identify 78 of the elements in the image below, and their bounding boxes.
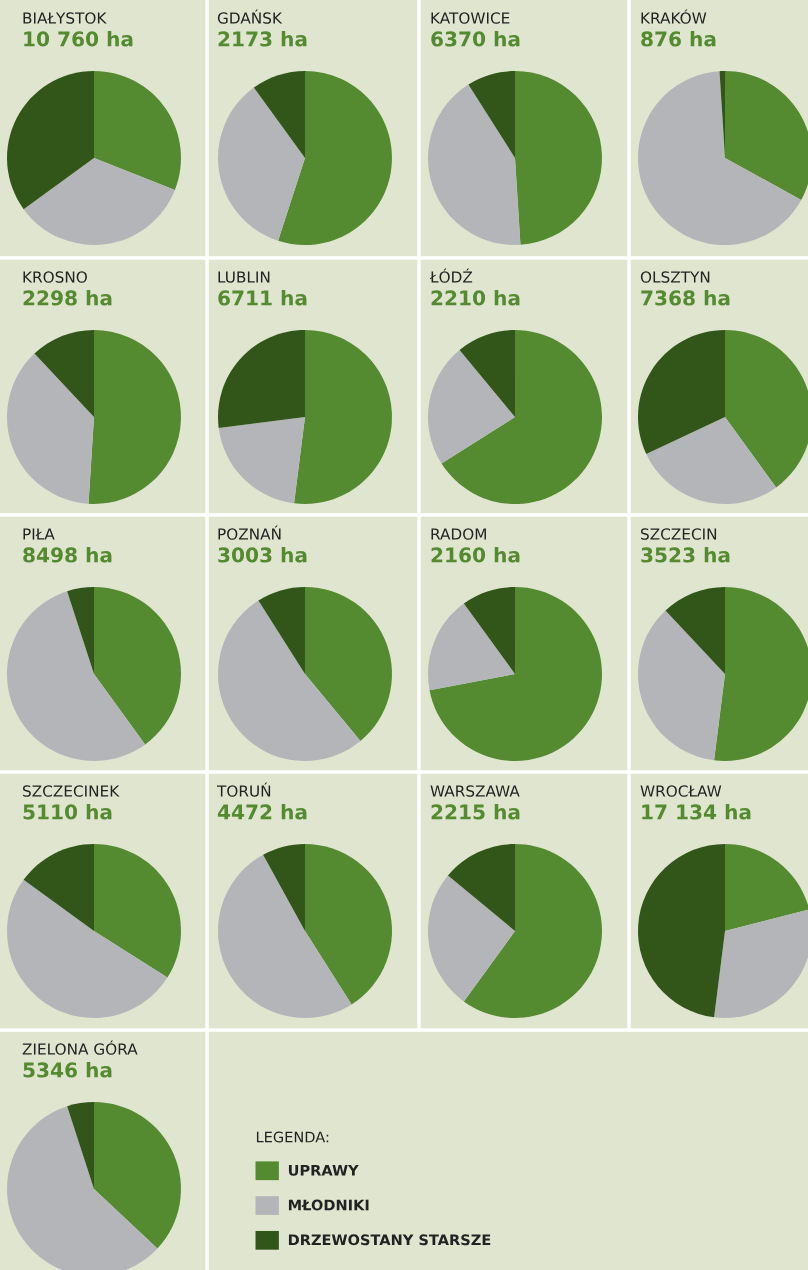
- chart-subtitle: 6370 ha: [431, 31, 520, 47]
- pie-slice: [428, 84, 521, 245]
- chart-subtitle: 10 760 ha: [24, 31, 133, 47]
- pie-slice: [34, 330, 94, 417]
- pie-slice: [7, 353, 94, 504]
- pie-slice: [7, 879, 168, 1018]
- pie-slice: [218, 600, 361, 761]
- pie-slice: [515, 71, 602, 245]
- chart-title: ZIELONA GÓRA: [22, 1040, 138, 1055]
- pie-slice: [23, 158, 175, 245]
- chart-subtitle: 2210 ha: [431, 290, 520, 306]
- chart-subtitle: 17 134 ha: [642, 804, 751, 820]
- pie-slice: [463, 587, 515, 674]
- chart-title: ŁÓDŹ: [429, 268, 473, 283]
- pie-slice: [218, 854, 352, 1018]
- pie-slice: [23, 844, 94, 931]
- chart-subtitle: 4472 ha: [217, 804, 307, 820]
- pie-slice: [67, 587, 94, 674]
- pie-slice: [463, 844, 602, 1018]
- pie-slice: [218, 87, 305, 241]
- chart-title: GDAŃSK: [217, 9, 283, 24]
- pie-slice: [294, 330, 392, 504]
- pie-slice: [88, 330, 181, 504]
- pie-slice: [428, 603, 515, 691]
- pie-slice: [94, 844, 181, 978]
- pie-slice: [7, 71, 94, 210]
- pie-slice: [428, 875, 515, 1002]
- chart-subtitle: 5110 ha: [23, 804, 112, 820]
- chart-title: BIAŁYSTOK: [23, 12, 107, 24]
- chart-title: LUBLIN: [218, 271, 270, 283]
- pie-slice: [638, 610, 725, 761]
- chart-subtitle: 7368 ha: [641, 290, 730, 306]
- chart-subtitle: 2298 ha: [23, 290, 112, 306]
- pie-slice: [258, 587, 305, 674]
- pie-slice: [468, 71, 515, 158]
- pie-slice: [429, 587, 602, 761]
- chart-title: KROSNO: [23, 271, 87, 283]
- chart-subtitle: 2173 ha: [218, 31, 307, 47]
- legend-title: LEGENDA:: [256, 1131, 329, 1143]
- pie-slice: [441, 330, 602, 504]
- chart-title: SZCZECIN: [641, 528, 717, 540]
- pie-slice: [278, 71, 392, 245]
- chart-subtitle: 6711 ha: [218, 290, 307, 306]
- legend-label: DRZEWOSTANY STARSZE: [288, 1234, 491, 1246]
- chart-title: WROCŁAW: [640, 785, 722, 797]
- legend-label: MŁODNIKI: [288, 1199, 369, 1211]
- chart-subtitle: 2215 ha: [431, 804, 520, 820]
- chart-subtitle: 3003 ha: [218, 547, 307, 563]
- pie-slice: [7, 591, 146, 761]
- chart-title: PIŁA: [23, 528, 55, 540]
- pie-slice: [305, 844, 392, 1005]
- pie-slice: [94, 71, 181, 191]
- chart-title: SZCZECINEK: [23, 785, 120, 797]
- pie-slice: [447, 844, 515, 931]
- pie-slice: [665, 587, 725, 674]
- chart-title: RADOM: [431, 528, 486, 540]
- chart-subtitle: 5346 ha: [23, 1062, 112, 1078]
- legend-label: UPRAWY: [288, 1164, 359, 1176]
- chart-subtitle: 8498 ha: [23, 547, 112, 563]
- pie-slice: [459, 330, 515, 417]
- pie-slice: [253, 71, 305, 158]
- pie-slice: [428, 349, 515, 464]
- chart-title: WARSZAWA: [430, 785, 520, 797]
- chart-subtitle: 2160 ha: [431, 547, 520, 563]
- chart-title: OLSZTYN: [640, 271, 710, 283]
- pie-slice: [305, 587, 392, 742]
- chart-title: KRAKÓW: [641, 9, 707, 24]
- chart-title: POZNAŃ: [218, 525, 281, 540]
- pie-slice: [218, 417, 305, 504]
- pie-slice: [725, 844, 808, 931]
- pie-slice: [263, 844, 305, 931]
- pie-slice: [94, 587, 181, 745]
- chart-title: TORUŃ: [216, 782, 271, 797]
- chart-title: KATOWICE: [431, 12, 510, 24]
- chart-subtitle: 876 ha: [641, 31, 716, 47]
- pie-slice: [638, 844, 725, 1018]
- chart-subtitle: 3523 ha: [641, 547, 730, 563]
- pie-slice: [218, 330, 305, 428]
